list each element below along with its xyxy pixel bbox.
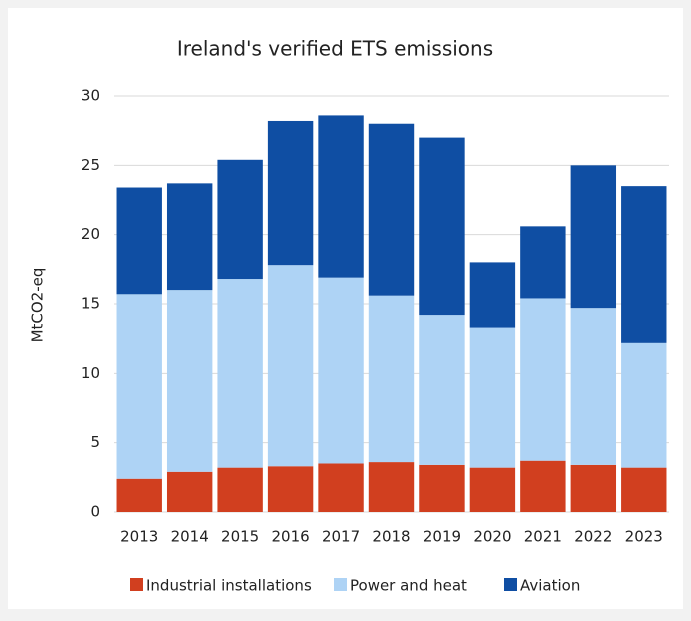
bar-segment <box>368 123 415 296</box>
bar-segment <box>318 115 364 278</box>
x-tick-label: 2021 <box>524 528 562 546</box>
x-tick-label: 2016 <box>271 528 309 546</box>
bar-segment <box>570 308 617 465</box>
x-tick-label: 2014 <box>171 528 209 546</box>
y-axis-label: MtCO2-eq <box>29 268 47 343</box>
bar-segment <box>166 183 213 291</box>
bar-segment <box>217 159 263 280</box>
x-tick-label: 2022 <box>574 528 612 546</box>
bar-segment <box>621 342 667 468</box>
x-tick-label: 2023 <box>625 528 663 546</box>
bar-segment <box>267 466 314 512</box>
bar-segment <box>318 277 364 464</box>
bar-segment <box>166 471 213 512</box>
legend-label: Aviation <box>520 577 580 595</box>
bar-segment <box>368 295 415 463</box>
x-tick-label: 2017 <box>322 528 360 546</box>
x-tick-label: 2018 <box>372 528 410 546</box>
bar-segment <box>116 294 162 479</box>
chart-title: Ireland's verified ETS emissions <box>177 37 493 61</box>
bar-segment <box>469 262 516 328</box>
y-tick-label: 5 <box>90 433 100 451</box>
bar-segment <box>116 187 162 295</box>
legend-label: Industrial installations <box>146 577 312 595</box>
bar-segment <box>368 462 415 512</box>
legend-swatch <box>334 578 347 591</box>
y-tick-label: 10 <box>81 364 100 382</box>
bar-segment <box>621 186 667 343</box>
bar-segment <box>419 464 465 512</box>
bar-segment <box>520 298 566 461</box>
bar-segment <box>267 265 314 467</box>
bar-segment <box>621 467 667 512</box>
bar-segment <box>217 279 263 468</box>
y-tick-label: 15 <box>81 295 100 313</box>
x-tick-label: 2015 <box>221 528 259 546</box>
bar-segment <box>469 327 516 468</box>
legend-swatch <box>504 578 517 591</box>
y-tick-label: 20 <box>81 225 100 243</box>
bar-segment <box>520 226 566 299</box>
bar-segment <box>116 478 162 512</box>
bar-segment <box>217 467 263 512</box>
bar-segment <box>419 315 465 465</box>
bar-segment <box>267 120 314 266</box>
bar-segment <box>419 137 465 316</box>
bar-segment <box>469 467 516 512</box>
bar-segment <box>520 460 566 512</box>
x-tick-label: 2020 <box>473 528 511 546</box>
bar-segment <box>570 165 617 309</box>
bar-segment <box>166 290 213 472</box>
y-tick-label: 0 <box>90 503 100 521</box>
x-tick-label: 2013 <box>120 528 158 546</box>
x-tick-label: 2019 <box>423 528 461 546</box>
legend-label: Power and heat <box>350 577 467 595</box>
bar-segment <box>570 464 617 512</box>
y-tick-label: 30 <box>81 87 100 105</box>
y-tick-label: 25 <box>81 156 100 174</box>
bar-segment <box>318 463 364 512</box>
legend-swatch <box>130 578 143 591</box>
